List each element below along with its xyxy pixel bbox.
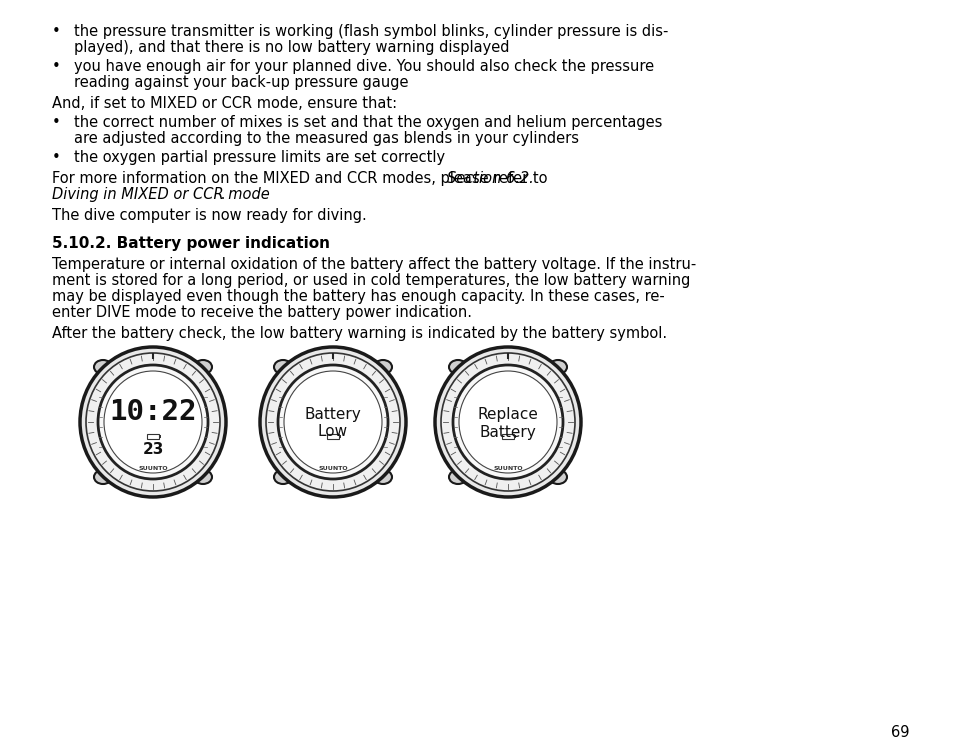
Ellipse shape (548, 470, 566, 484)
Text: SUUNTO: SUUNTO (318, 466, 348, 472)
Text: the oxygen partial pressure limits are set correctly: the oxygen partial pressure limits are s… (74, 150, 445, 165)
Ellipse shape (435, 347, 580, 497)
Text: •: • (52, 59, 61, 74)
Text: are adjusted according to the measured gas blends in your cylinders: are adjusted according to the measured g… (74, 131, 578, 146)
Ellipse shape (266, 353, 399, 491)
Bar (147, 433, 159, 438)
Text: 10:22: 10:22 (110, 398, 196, 426)
Ellipse shape (458, 371, 557, 473)
Bar (338, 435, 340, 438)
Text: Battery: Battery (479, 425, 536, 439)
Ellipse shape (374, 360, 392, 374)
Text: the pressure transmitter is working (flash symbol blinks, cylinder pressure is d: the pressure transmitter is working (fla… (74, 24, 668, 39)
Ellipse shape (453, 365, 562, 479)
Ellipse shape (274, 470, 292, 484)
Ellipse shape (94, 470, 112, 484)
Ellipse shape (440, 353, 575, 491)
Text: enter DIVE mode to receive the battery power indication.: enter DIVE mode to receive the battery p… (52, 305, 472, 320)
Ellipse shape (104, 371, 202, 473)
Ellipse shape (449, 360, 467, 374)
Ellipse shape (274, 360, 292, 374)
Text: reading against your back-up pressure gauge: reading against your back-up pressure ga… (74, 75, 408, 90)
Ellipse shape (94, 360, 112, 374)
Text: •: • (52, 115, 61, 130)
Ellipse shape (193, 360, 212, 374)
Text: Section 6.2.: Section 6.2. (447, 171, 534, 186)
Text: Diving in MIXED or CCR mode: Diving in MIXED or CCR mode (52, 187, 270, 202)
Ellipse shape (86, 353, 220, 491)
Text: 69: 69 (890, 725, 909, 740)
Ellipse shape (449, 470, 467, 484)
Text: •: • (52, 150, 61, 165)
Bar (159, 435, 161, 438)
Text: Replace: Replace (477, 407, 537, 422)
Text: you have enough air for your planned dive. You should also check the pressure: you have enough air for your planned div… (74, 59, 654, 74)
Text: Battery: Battery (304, 407, 361, 422)
Text: For more information on the MIXED and CCR modes, please refer to: For more information on the MIXED and CC… (52, 171, 552, 186)
Text: SUUNTO: SUUNTO (493, 466, 522, 472)
Ellipse shape (260, 347, 406, 497)
Text: ment is stored for a long period, or used in cold temperatures, the low battery : ment is stored for a long period, or use… (52, 273, 690, 288)
Ellipse shape (98, 365, 208, 479)
Ellipse shape (284, 371, 381, 473)
Ellipse shape (548, 360, 566, 374)
Text: •: • (52, 24, 61, 39)
Bar (514, 435, 516, 438)
Ellipse shape (374, 470, 392, 484)
Ellipse shape (193, 470, 212, 484)
Text: 23: 23 (142, 442, 164, 457)
Ellipse shape (277, 365, 388, 479)
Text: may be displayed even though the battery has enough capacity. In these cases, re: may be displayed even though the battery… (52, 289, 664, 304)
Text: Low: Low (317, 425, 348, 439)
Text: SUUNTO: SUUNTO (138, 466, 168, 472)
Text: And, if set to MIXED or CCR mode, ensure that:: And, if set to MIXED or CCR mode, ensure… (52, 96, 396, 111)
Ellipse shape (80, 347, 226, 497)
Text: .: . (216, 187, 225, 202)
Text: The dive computer is now ready for diving.: The dive computer is now ready for divin… (52, 208, 366, 223)
Text: played), and that there is no low battery warning displayed: played), and that there is no low batter… (74, 40, 509, 55)
Text: 5.10.2. Battery power indication: 5.10.2. Battery power indication (52, 236, 330, 251)
Text: Temperature or internal oxidation of the battery affect the battery voltage. If : Temperature or internal oxidation of the… (52, 257, 696, 272)
Bar (501, 433, 514, 438)
Text: the correct number of mixes is set and that the oxygen and helium percentages: the correct number of mixes is set and t… (74, 115, 661, 130)
Text: After the battery check, the low battery warning is indicated by the battery sym: After the battery check, the low battery… (52, 326, 666, 341)
Bar (327, 433, 338, 438)
